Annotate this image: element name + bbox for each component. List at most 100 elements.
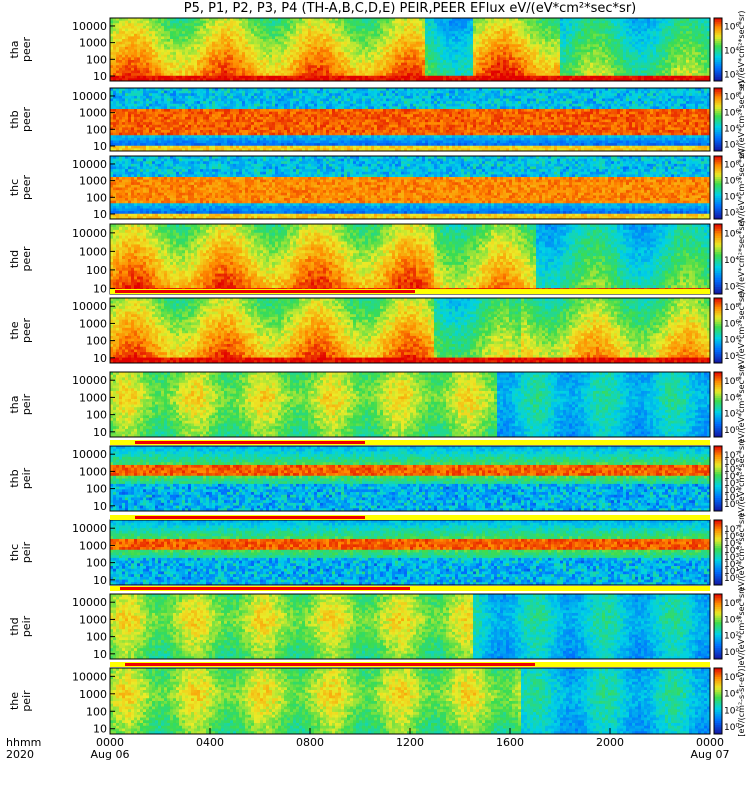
spectrogram-cell xyxy=(419,39,422,42)
spectrogram-cell xyxy=(281,29,284,32)
spectrogram-cell xyxy=(128,31,131,34)
spectrogram-cell xyxy=(263,52,266,55)
spectrogram-cell xyxy=(131,44,134,47)
spectrogram-cell xyxy=(224,23,227,26)
spectrogram-cell xyxy=(134,21,137,24)
spectrogram-cell xyxy=(368,50,371,53)
spectrogram-cell xyxy=(221,57,224,60)
spectrogram-cell xyxy=(359,63,362,66)
spectrogram-cell xyxy=(404,57,407,60)
spectrogram-cell xyxy=(266,63,269,66)
spectrogram-cell xyxy=(287,29,290,32)
spectrogram-cell xyxy=(239,57,242,60)
spectrogram-cell xyxy=(170,29,173,32)
spectrogram-cell xyxy=(344,65,347,68)
spectrogram-cell xyxy=(275,44,278,47)
spectrogram-cell xyxy=(335,73,338,76)
spectrogram-cell xyxy=(215,26,218,29)
spectrogram-cell xyxy=(263,29,266,32)
spectrogram-cell xyxy=(209,50,212,53)
spectrogram-cell xyxy=(251,57,254,60)
spectrogram-cell xyxy=(179,44,182,47)
spectrogram-cell xyxy=(446,29,449,32)
spectrogram-cell xyxy=(458,26,461,29)
spectrogram-cell xyxy=(269,57,272,60)
spectrogram-cell xyxy=(323,47,326,50)
spectrogram-cell xyxy=(395,36,398,39)
spectrogram-cell xyxy=(278,76,281,79)
spectrogram-cell xyxy=(173,26,176,29)
spectrogram-cell xyxy=(125,65,128,68)
spectrogram-cell xyxy=(212,76,215,79)
spectrogram-cell xyxy=(242,71,245,74)
spectrogram-cell xyxy=(332,23,335,26)
spectrogram-cell xyxy=(302,21,305,24)
spectrogram-cell xyxy=(146,63,149,66)
spectrogram-cell xyxy=(143,73,146,76)
spectrogram-cell xyxy=(176,39,179,42)
spectrogram-cell xyxy=(203,44,206,47)
spectrogram-cell xyxy=(434,57,437,60)
spectrogram-cell xyxy=(260,73,263,76)
spectrogram-cell xyxy=(239,29,242,32)
spectrogram-cell xyxy=(323,23,326,26)
spectrogram-cell xyxy=(125,47,128,50)
spectrogram-cell xyxy=(449,73,452,76)
spectrogram-cell xyxy=(323,34,326,37)
spectrogram-cell xyxy=(338,31,341,34)
spectrogram-cell xyxy=(263,73,266,76)
spectrogram-cell xyxy=(197,34,200,37)
spectrogram-cell xyxy=(269,68,272,71)
spectrogram-cell xyxy=(332,26,335,29)
spectrogram-cell xyxy=(221,71,224,74)
spectrogram-cell xyxy=(122,76,125,79)
spectrogram-cell xyxy=(218,36,221,39)
spectrogram-cell xyxy=(317,47,320,50)
spectrogram-cell xyxy=(179,36,182,39)
spectrogram-cell xyxy=(230,73,233,76)
spectrogram-cell xyxy=(374,57,377,60)
spectrogram-cell xyxy=(317,44,320,47)
spectrogram-cell xyxy=(167,50,170,53)
spectrogram-cell xyxy=(224,21,227,24)
spectrogram-cell xyxy=(464,65,467,68)
spectrogram-cell xyxy=(263,36,266,39)
spectrogram-cell xyxy=(239,31,242,34)
spectrogram-cell xyxy=(245,34,248,37)
spectrogram-cell xyxy=(269,36,272,39)
spectrogram-cell xyxy=(356,57,359,60)
spectrogram-cell xyxy=(443,36,446,39)
spectrogram-cell xyxy=(317,31,320,34)
spectrogram-cell xyxy=(137,23,140,26)
spectrogram-cell xyxy=(206,50,209,53)
spectrogram-cell xyxy=(248,39,251,42)
spectrogram-cell xyxy=(173,47,176,50)
spectrogram-cell xyxy=(170,39,173,42)
spectrogram-cell xyxy=(152,42,155,45)
spectrogram-cell xyxy=(371,60,374,63)
spectrogram-cell xyxy=(119,44,122,47)
spectrogram-cell xyxy=(224,65,227,68)
spectrogram-cell xyxy=(290,29,293,32)
spectrogram-cell xyxy=(332,34,335,37)
spectrogram-cell xyxy=(365,57,368,60)
spectrogram-cell xyxy=(200,71,203,74)
spectrogram-cell xyxy=(149,60,152,63)
spectrogram-cell xyxy=(314,50,317,53)
spectrogram-cell xyxy=(464,71,467,74)
spectrogram-cell xyxy=(326,52,329,55)
spectrogram-cell xyxy=(131,29,134,32)
spectrogram-cell xyxy=(164,44,167,47)
spectrogram-cell xyxy=(365,26,368,29)
spectrogram-cell xyxy=(329,42,332,45)
spectrogram-cell xyxy=(293,21,296,24)
spectrogram-cell xyxy=(329,55,332,58)
spectrogram-cell xyxy=(368,63,371,66)
spectrogram-cell xyxy=(407,36,410,39)
spectrogram-cell xyxy=(224,36,227,39)
spectrogram-cell xyxy=(290,60,293,63)
spectrogram-cell xyxy=(338,44,341,47)
spectrogram-cell xyxy=(161,71,164,74)
spectrogram-cell xyxy=(179,39,182,42)
spectrogram-cell xyxy=(212,34,215,37)
